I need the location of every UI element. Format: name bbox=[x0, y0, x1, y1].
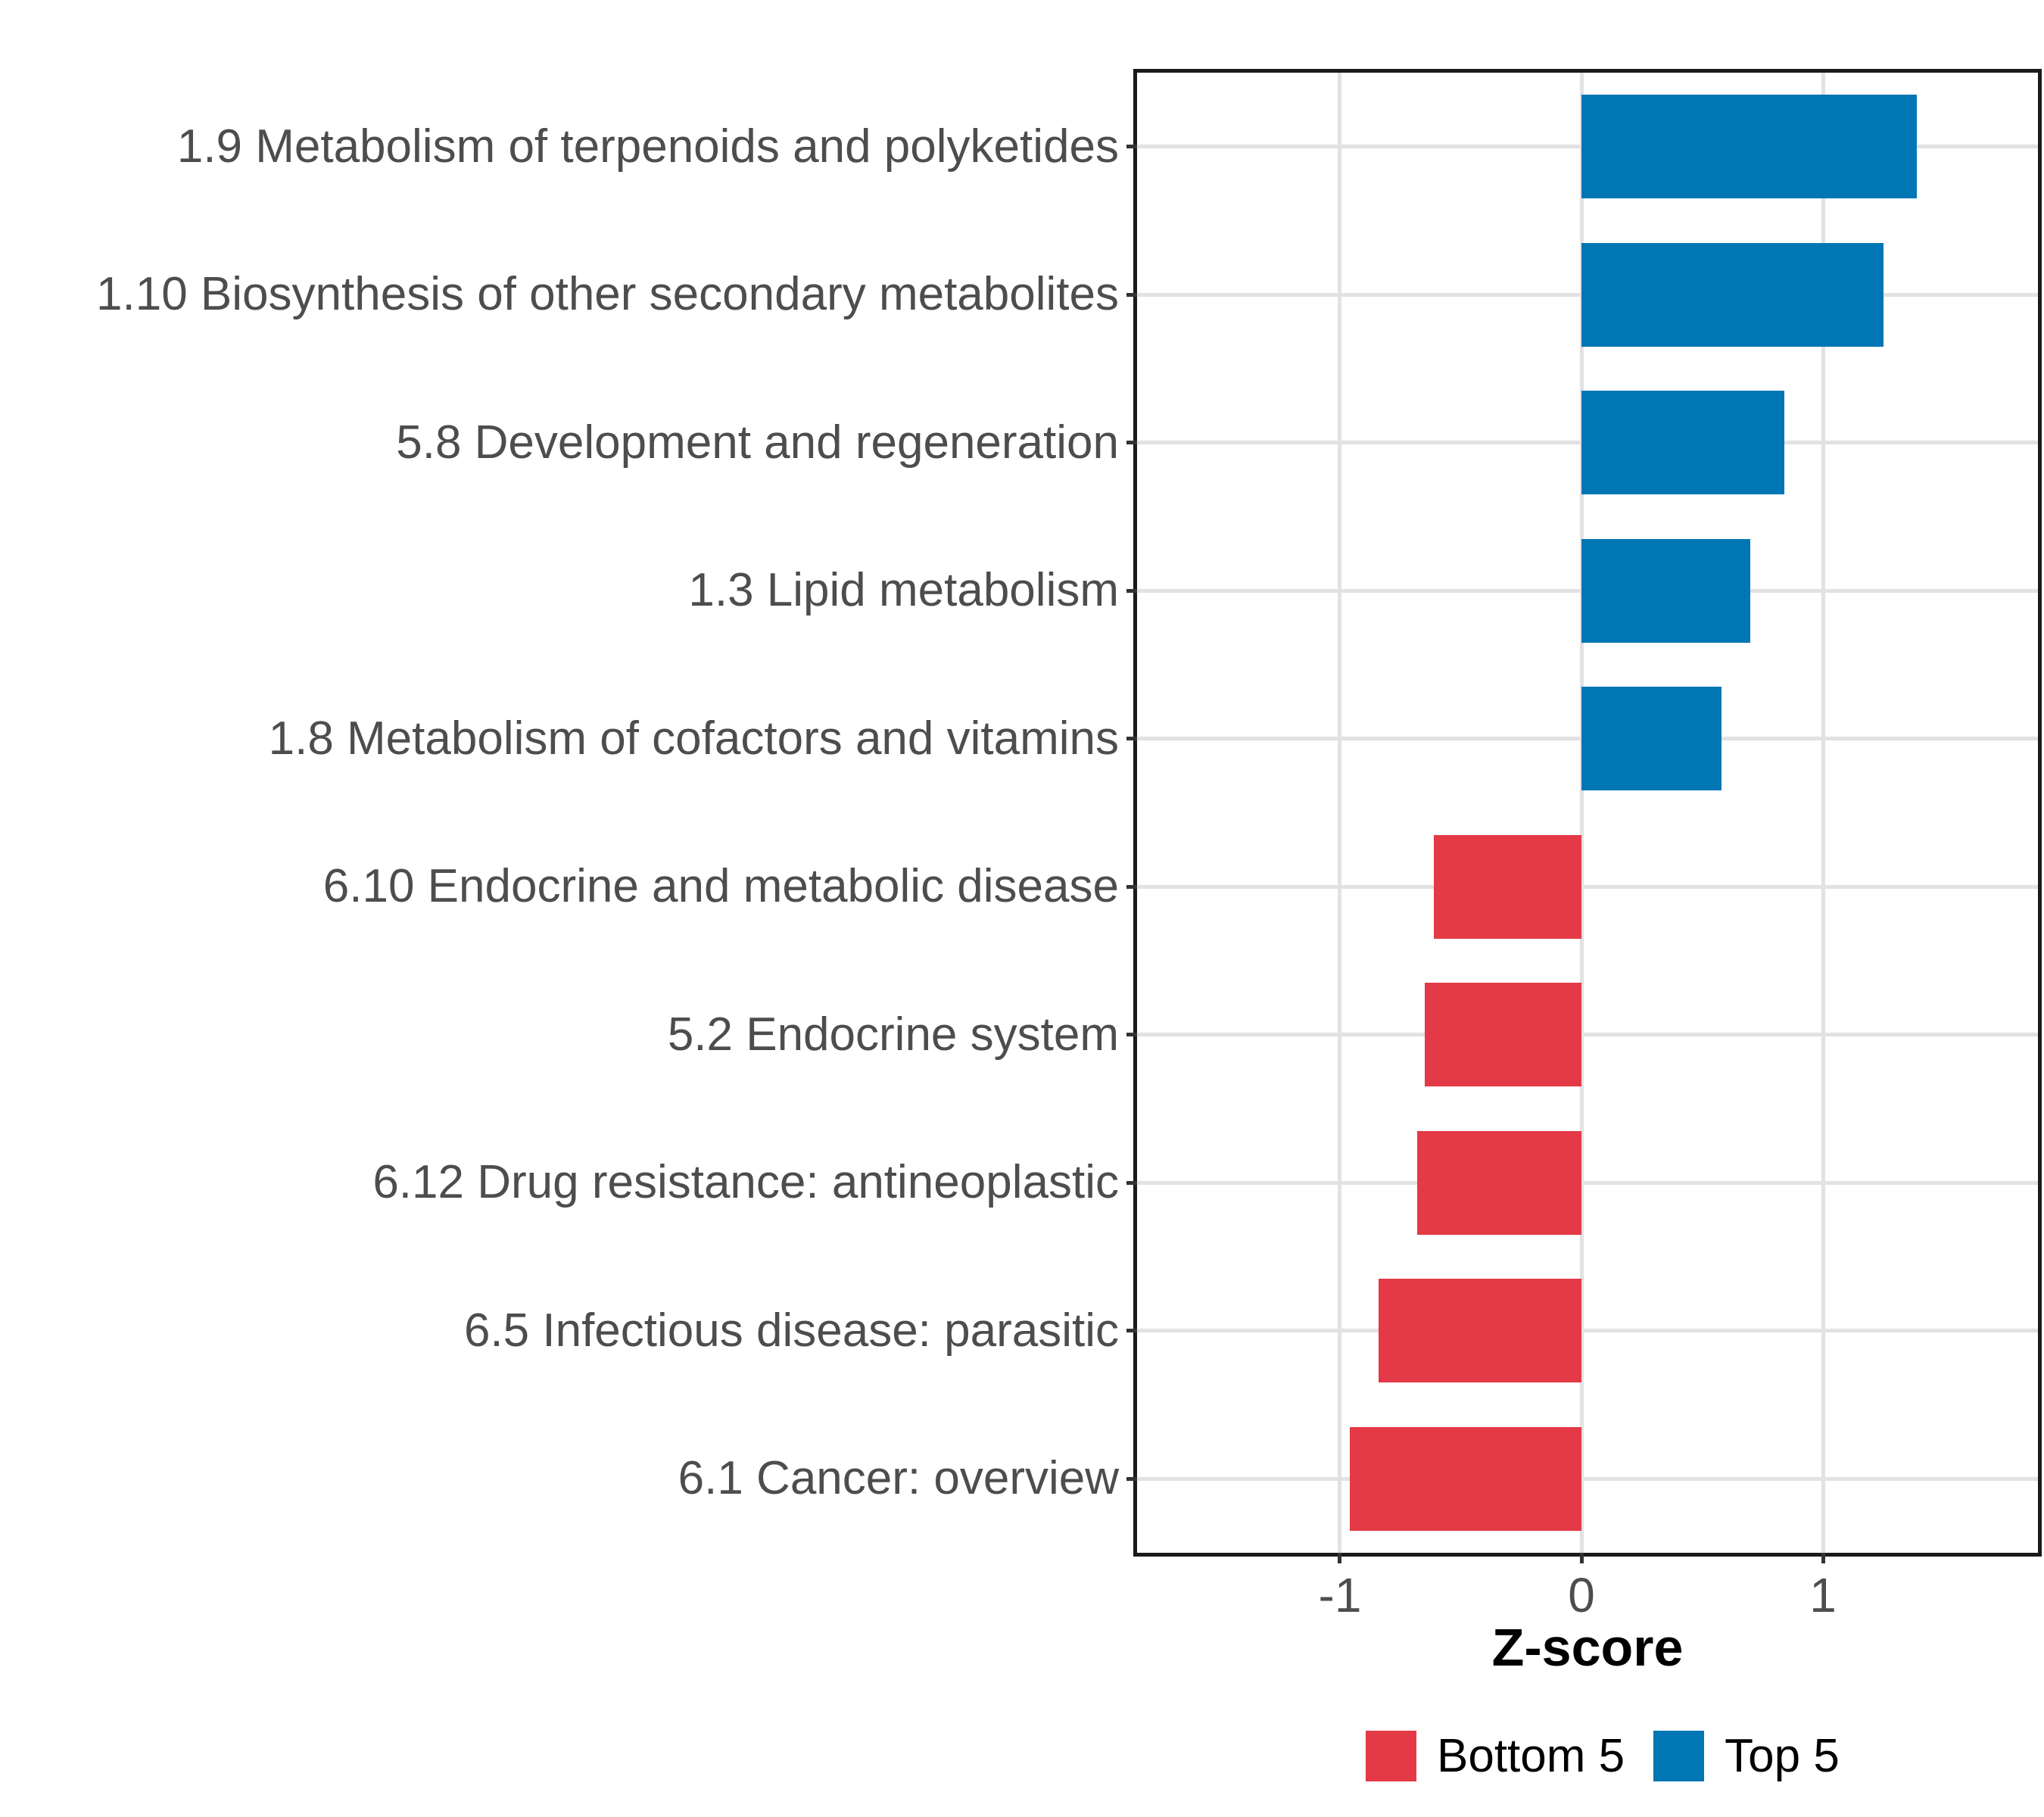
legend-item-bottom5: Bottom 5 bbox=[1366, 1731, 1625, 1781]
y-tick-mark bbox=[1126, 884, 1137, 889]
x-tick-label: 1 bbox=[1809, 1568, 1837, 1622]
gridline-x-0 bbox=[1579, 73, 1584, 1553]
bar bbox=[1581, 242, 1884, 347]
gridline-row bbox=[1137, 1476, 2038, 1481]
y-axis-label: 6.5 Infectious disease: parasitic bbox=[463, 1304, 1119, 1357]
y-axis-label: 1.3 Lipid metabolism bbox=[688, 564, 1119, 617]
bar bbox=[1434, 834, 1582, 939]
y-tick-mark bbox=[1126, 1033, 1137, 1037]
y-axis-label: 1.8 Metabolism of cofactors and vitamins bbox=[268, 712, 1119, 765]
y-tick-mark bbox=[1126, 588, 1137, 593]
y-tick-mark bbox=[1126, 145, 1137, 149]
legend: Bottom 5 Top 5 bbox=[1366, 1731, 1840, 1781]
x-tick-mark bbox=[1338, 1553, 1342, 1563]
y-tick-mark bbox=[1126, 292, 1137, 297]
gridline-x-1 bbox=[1821, 73, 1825, 1553]
gridline-x--1 bbox=[1338, 73, 1342, 1553]
y-tick-mark bbox=[1126, 1180, 1137, 1185]
bar bbox=[1581, 538, 1751, 643]
y-axis-label: 6.12 Drug resistance: antineoplastic bbox=[372, 1156, 1119, 1209]
legend-swatch-top5-icon bbox=[1653, 1731, 1705, 1781]
y-tick-mark bbox=[1126, 737, 1137, 741]
y-axis-label: 5.2 Endocrine system bbox=[667, 1008, 1119, 1061]
plot-panel bbox=[1133, 69, 2042, 1557]
y-axis-label: 1.10 Biosynthesis of other secondary met… bbox=[96, 268, 1119, 321]
y-axis-label: 5.8 Development and regeneration bbox=[396, 416, 1119, 469]
legend-label-top5: Top 5 bbox=[1725, 1730, 1840, 1782]
bar bbox=[1424, 983, 1581, 1087]
bar bbox=[1581, 687, 1722, 791]
bar bbox=[1349, 1426, 1582, 1531]
y-axis-label: 1.9 Metabolism of terpenoids and polyket… bbox=[176, 120, 1119, 173]
y-tick-mark bbox=[1126, 441, 1137, 445]
x-tick-mark bbox=[1579, 1553, 1584, 1563]
y-axis-label: 6.10 Endocrine and metabolic disease bbox=[322, 860, 1119, 913]
legend-label-bottom5: Bottom 5 bbox=[1437, 1730, 1625, 1782]
legend-item-top5: Top 5 bbox=[1653, 1731, 1840, 1781]
y-tick-mark bbox=[1126, 1329, 1137, 1333]
bar bbox=[1417, 1130, 1582, 1235]
x-tick-mark bbox=[1821, 1553, 1825, 1563]
y-tick-mark bbox=[1126, 1476, 1137, 1481]
bar bbox=[1581, 95, 1918, 199]
legend-swatch-bottom5-icon bbox=[1366, 1731, 1416, 1781]
x-tick-label: -1 bbox=[1318, 1568, 1362, 1622]
gridline-row bbox=[1137, 1033, 2038, 1037]
gridline-row bbox=[1137, 1329, 2038, 1333]
x-tick-label: 0 bbox=[1568, 1568, 1595, 1622]
y-axis-label: 6.1 Cancer: overview bbox=[678, 1452, 1119, 1505]
x-axis-title: Z-score bbox=[1491, 1618, 1684, 1677]
bar bbox=[1581, 391, 1784, 495]
bar bbox=[1379, 1279, 1582, 1383]
gridline-row bbox=[1137, 884, 2038, 889]
gridline-row bbox=[1137, 1180, 2038, 1185]
